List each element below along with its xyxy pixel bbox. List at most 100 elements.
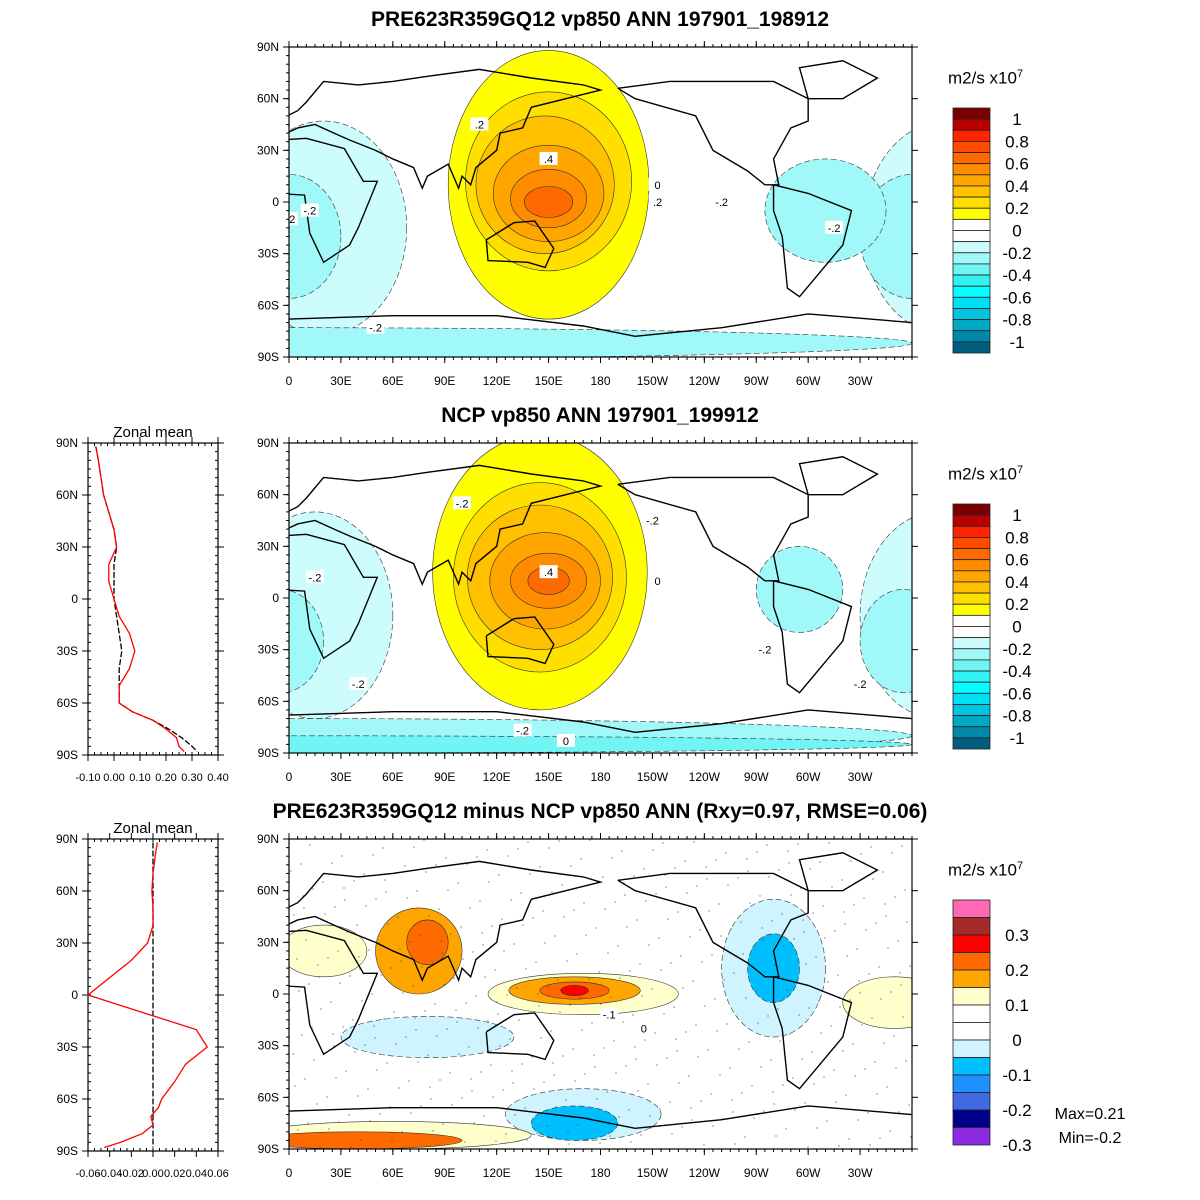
lat-tick-label: 30S xyxy=(258,1039,279,1053)
significance-dot xyxy=(312,888,314,890)
significance-dot xyxy=(659,1108,661,1110)
lon-tick-label: 60E xyxy=(382,770,403,784)
significance-dot xyxy=(790,894,792,896)
significance-dot xyxy=(680,955,682,957)
colorbar-swatch xyxy=(952,525,991,538)
contour-label-bg xyxy=(634,1021,653,1035)
significance-dot xyxy=(902,1016,904,1018)
significance-dot xyxy=(828,842,830,844)
zonal-mean-plot-2: Zonal mean 90N 60N 30N 0 30S 60S 90S -0.06-0.04-… xyxy=(56,820,229,1180)
significance-dot xyxy=(593,1054,595,1056)
colorbar-swatch xyxy=(952,670,991,683)
significance-dot xyxy=(298,990,300,992)
significance-dot xyxy=(609,1135,611,1137)
lat-tick-label: 60N xyxy=(56,488,78,502)
significance-dot xyxy=(506,994,508,996)
significance-dot xyxy=(756,851,758,853)
significance-dot xyxy=(831,886,833,888)
lat-tick-label: 0 xyxy=(272,987,279,1001)
significance-dot xyxy=(625,1065,627,1067)
coastline xyxy=(617,872,809,978)
significance-dot xyxy=(529,873,531,875)
significance-dot xyxy=(484,976,486,978)
significance-dot xyxy=(354,1051,356,1053)
significance-dot xyxy=(421,966,423,968)
significance-dot xyxy=(342,1026,344,1028)
significance-dot xyxy=(290,870,292,872)
colorbar-label: 0 xyxy=(1012,222,1021,241)
significance-dot xyxy=(546,1125,548,1127)
significance-dot xyxy=(552,1062,554,1064)
significance-dot xyxy=(727,884,729,886)
significance-dot xyxy=(353,880,355,882)
significance-dot xyxy=(379,1113,381,1115)
contour-label-bg xyxy=(643,513,662,527)
significance-dot xyxy=(382,847,384,849)
significance-dot xyxy=(865,929,867,931)
significance-dot xyxy=(330,1001,332,1003)
lon-tick-label: 150W xyxy=(637,374,669,388)
significance-dot xyxy=(557,979,559,981)
significance-dot xyxy=(640,1134,642,1136)
significance-dot xyxy=(745,997,747,999)
significance-dot xyxy=(875,922,877,924)
significance-dot xyxy=(510,899,512,901)
significance-dot xyxy=(748,1041,750,1043)
coastline xyxy=(798,456,879,496)
lat-tick-label: 90S xyxy=(258,1142,279,1156)
significance-dot xyxy=(703,1144,705,1146)
significance-dot xyxy=(416,890,418,892)
significance-dot xyxy=(559,1011,561,1013)
lat-tick-label: 60N xyxy=(257,884,279,898)
significance-dot xyxy=(854,1075,856,1077)
significance-dot xyxy=(816,1127,818,1129)
x-tick-label: -0.02 xyxy=(119,1168,144,1180)
lat-tick-label: 30S xyxy=(57,644,78,658)
significance-dot xyxy=(349,975,351,977)
significance-dot xyxy=(316,1103,318,1105)
significance-dot xyxy=(869,1144,871,1146)
significance-dot xyxy=(662,842,664,844)
significance-dot xyxy=(719,1074,721,1076)
significance-dot xyxy=(803,931,805,933)
significance-dot xyxy=(573,909,575,911)
x-tick-label: 0.10 xyxy=(129,772,150,784)
contour-label-bg xyxy=(513,723,532,737)
significance-dot xyxy=(502,1089,504,1091)
significance-dot xyxy=(595,927,597,929)
significance-dot xyxy=(645,900,647,902)
significance-dot xyxy=(764,971,766,973)
contour-label-bg xyxy=(539,565,558,579)
significance-dot xyxy=(385,891,387,893)
significance-dot xyxy=(848,1138,850,1140)
lat-tick-label: 0 xyxy=(71,988,78,1002)
colorbar-swatch xyxy=(952,681,991,694)
colorbar-swatch xyxy=(952,196,991,209)
colorbar-label: 0 xyxy=(1012,1031,1021,1050)
significance-dot xyxy=(690,1107,692,1109)
significance-dot xyxy=(753,1117,755,1119)
contour-label: .4 xyxy=(544,567,553,579)
coastline xyxy=(485,616,555,665)
significance-dot xyxy=(457,882,459,884)
significance-dot xyxy=(904,889,906,891)
significance-dot xyxy=(322,881,324,883)
significance-dot xyxy=(807,1146,809,1148)
colorbar-swatch xyxy=(952,648,991,661)
significance-dot xyxy=(882,871,884,873)
colorbar-swatch xyxy=(952,559,991,572)
significance-dot xyxy=(837,974,839,976)
significance-dot xyxy=(692,980,694,982)
lon-tick-label: 90W xyxy=(744,770,769,784)
significance-dot xyxy=(805,963,807,965)
lon-tick-label: 0 xyxy=(286,374,293,388)
significance-dot xyxy=(884,903,886,905)
colorbar-swatch xyxy=(952,969,991,988)
colorbar-swatch xyxy=(952,230,991,243)
significance-dot xyxy=(663,1013,665,1015)
significance-dot xyxy=(390,967,392,969)
significance-dot xyxy=(337,950,339,952)
significance-dot xyxy=(511,1070,513,1072)
contour-label: .4 xyxy=(544,154,553,166)
significance-dot xyxy=(449,1072,451,1074)
